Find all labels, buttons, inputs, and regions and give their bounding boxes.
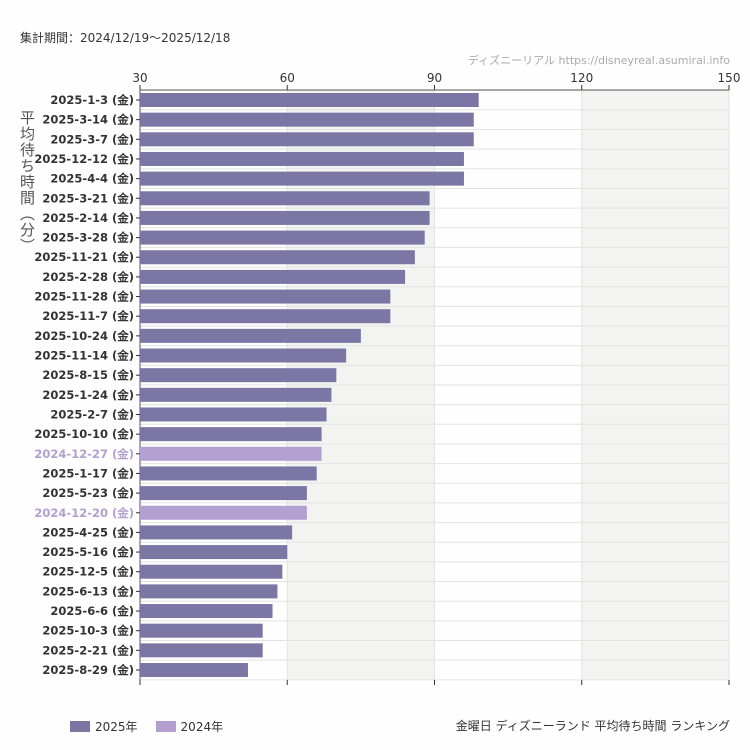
y-tick-label: 2025-10-3 (金) [42,624,134,638]
legend-item-2025[interactable]: 2025年 [70,718,138,735]
chart-title: 金曜日 ディズニーランド 平均待ち時間 ランキング [455,719,730,733]
bar [140,151,464,166]
legend-swatch [70,721,90,732]
y-tick-label: 2025-1-3 (金) [50,93,134,107]
y-tick-label: 2024-12-20 (金) [34,506,134,520]
y-tick-label: 2025-12-5 (金) [42,565,134,579]
bar [140,191,430,206]
y-tick-label: 2025-8-15 (金) [42,368,134,382]
credit-label: ディズニーリアル https://disneyreal.asumirai.inf… [467,54,730,67]
bar [140,427,322,442]
bar [140,387,332,402]
bar [140,486,307,501]
bar [140,505,307,520]
bar [140,446,322,461]
bar [140,132,474,147]
bar [140,407,327,422]
y-tick-label: 2025-11-14 (金) [34,349,134,363]
y-axis-title: 平均待ち時間（分） [18,110,36,254]
y-tick-label: 2025-12-12 (金) [34,152,134,166]
bar [140,643,263,658]
bar [140,604,273,619]
y-tick-label: 2025-10-24 (金) [34,329,134,343]
bar [140,623,263,638]
y-tick-label: 2025-2-21 (金) [42,643,134,657]
y-tick-label: 2025-2-14 (金) [42,211,134,225]
y-tick-label: 2024-12-27 (金) [34,447,134,461]
bar [140,112,474,127]
bar [140,269,406,284]
bar [140,564,283,579]
x-tick-label: 120 [570,71,593,85]
bar [140,328,361,343]
y-tick-label: 2025-5-16 (金) [42,545,134,559]
x-tick-label: 150 [718,71,741,85]
legend-swatch [155,721,176,732]
legend-label: 2024年 [180,720,224,734]
y-tick-label: 2025-5-23 (金) [42,486,134,500]
x-tick-label: 60 [280,71,295,85]
bar [140,466,317,481]
legend-label: 2025年 [95,720,138,734]
x-tick-label: 90 [427,71,442,85]
x-tick-label: 30 [132,71,147,85]
y-tick-label: 2025-3-21 (金) [42,191,134,205]
period-label: 集計期間：2024/12/19〜2025/12/18 [20,31,231,45]
bar [140,230,425,245]
y-tick-label: 2025-4-4 (金) [50,172,134,186]
y-tick-label: 2025-8-29 (金) [42,663,134,677]
bar [140,289,391,304]
bar [140,93,479,107]
y-tick-label: 2025-11-21 (金) [34,250,134,264]
bar [140,525,293,540]
y-tick-label: 2025-3-28 (金) [42,231,134,245]
bar [140,171,464,186]
y-tick-label: 2025-6-6 (金) [50,604,134,618]
y-tick-label: 2025-2-7 (金) [50,407,134,421]
y-tick-label: 2025-11-28 (金) [34,290,134,304]
y-tick-label: 2025-2-28 (金) [42,270,134,284]
y-tick-label: 2025-4-25 (金) [42,525,134,539]
bar [140,368,337,383]
legend-item-2024[interactable]: 2024年 [155,718,224,735]
bar [140,663,248,677]
y-tick-label: 2025-3-7 (金) [50,132,134,146]
bar [140,210,430,225]
bar [140,545,288,560]
y-tick-label: 2025-11-7 (金) [42,309,134,323]
bar [140,584,278,599]
bar [140,309,391,324]
bar [140,348,347,363]
y-tick-label: 2025-3-14 (金) [42,113,134,127]
y-tick-label: 2025-1-24 (金) [42,388,134,402]
y-tick-label: 2025-6-13 (金) [42,584,134,598]
legend: 2025年 2024年 [70,718,223,735]
bar [140,250,415,265]
y-tick-label: 2025-1-17 (金) [42,466,134,480]
y-tick-label: 2025-10-10 (金) [34,427,134,441]
